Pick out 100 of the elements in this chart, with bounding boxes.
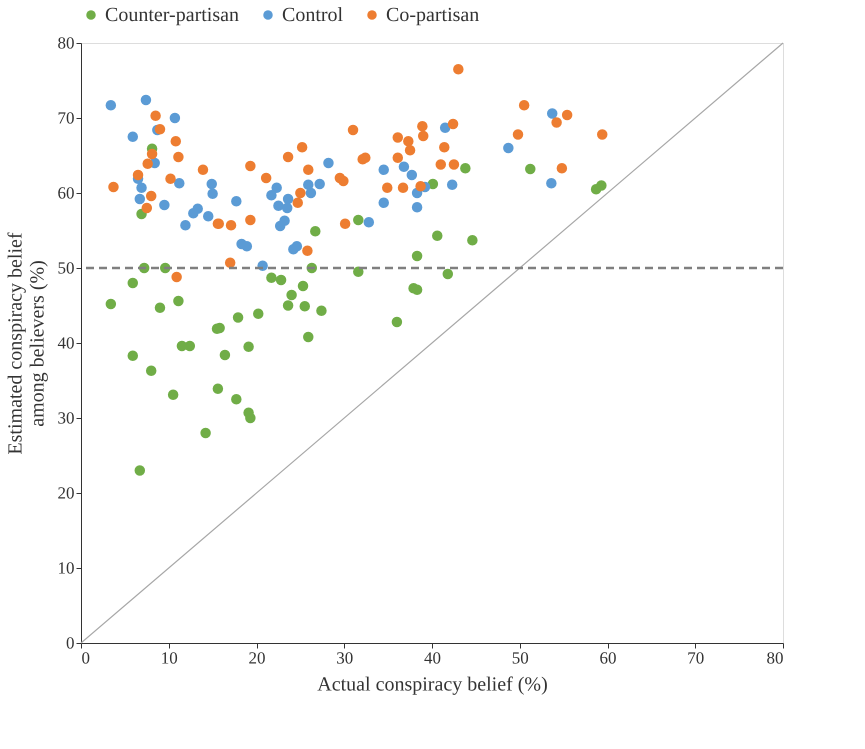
point <box>439 142 450 152</box>
point <box>551 117 562 128</box>
point <box>226 220 236 230</box>
x-tick-label: 30 <box>336 648 354 668</box>
point <box>128 132 138 142</box>
point <box>282 194 294 204</box>
point <box>348 124 358 136</box>
point <box>310 226 321 236</box>
point <box>212 384 224 394</box>
point <box>392 132 404 143</box>
point <box>266 272 277 283</box>
point <box>512 129 524 140</box>
point <box>398 162 410 172</box>
point <box>292 241 302 252</box>
point <box>174 178 185 188</box>
y-tick-label: 50 <box>58 258 74 278</box>
point <box>295 188 306 198</box>
point <box>134 194 146 204</box>
y-tick-label: 20 <box>58 484 74 502</box>
x-tick-label: 10 <box>160 648 178 668</box>
point <box>412 202 422 212</box>
point <box>392 316 402 328</box>
y-tick-label: 10 <box>58 558 74 578</box>
x-tick-label: 70 <box>687 648 704 668</box>
point <box>260 172 272 184</box>
point <box>266 190 277 200</box>
point <box>132 170 144 180</box>
point <box>546 178 557 188</box>
point <box>134 465 146 476</box>
point <box>271 182 282 193</box>
point <box>364 217 374 228</box>
point <box>360 152 371 163</box>
point <box>300 301 310 312</box>
point <box>128 350 138 361</box>
point <box>398 182 408 193</box>
point <box>546 108 558 119</box>
y-tick-label: 30 <box>58 408 74 428</box>
point <box>448 118 458 130</box>
point <box>200 428 211 438</box>
point <box>340 218 350 229</box>
point <box>382 182 392 193</box>
point <box>406 170 418 180</box>
point <box>412 250 422 262</box>
point <box>159 200 170 210</box>
point <box>417 121 428 132</box>
point <box>436 159 446 170</box>
point <box>106 100 116 110</box>
x-tick-label: 50 <box>512 648 529 668</box>
point <box>460 163 471 174</box>
point <box>296 142 308 152</box>
point <box>136 182 147 193</box>
point <box>106 298 116 310</box>
point <box>378 164 389 175</box>
point <box>503 142 514 154</box>
point <box>171 272 182 282</box>
point <box>192 204 203 214</box>
x-tick-label: 40 <box>424 648 441 668</box>
y-tick-label: 40 <box>58 334 74 352</box>
point <box>184 340 196 352</box>
point <box>415 181 426 192</box>
point <box>146 148 158 160</box>
point <box>154 124 166 134</box>
point <box>286 290 297 300</box>
point <box>556 163 568 174</box>
point <box>220 350 230 360</box>
point <box>338 176 349 186</box>
x-tick-label: 0 <box>82 648 90 668</box>
point <box>231 394 242 404</box>
x-tick-label: 20 <box>248 648 266 668</box>
point <box>562 110 572 120</box>
point <box>518 100 530 110</box>
legend-label: Co-partisan <box>386 4 480 26</box>
point <box>276 274 286 286</box>
point <box>232 312 244 323</box>
point <box>224 258 236 268</box>
point <box>202 211 214 222</box>
point <box>146 366 156 376</box>
point <box>140 94 152 106</box>
y-tick-label: 80 <box>58 34 74 52</box>
point <box>245 214 256 226</box>
point <box>442 268 454 280</box>
x-tick-label: 80 <box>766 648 784 668</box>
point <box>292 198 303 208</box>
point <box>273 200 284 211</box>
point <box>525 164 536 174</box>
point <box>303 332 314 342</box>
point <box>302 246 313 256</box>
point <box>142 202 152 214</box>
point <box>207 188 218 199</box>
point <box>282 152 294 162</box>
point <box>596 129 608 140</box>
point <box>150 110 161 121</box>
point <box>245 412 256 424</box>
point <box>378 198 389 208</box>
point <box>128 278 138 288</box>
point <box>173 296 184 306</box>
point <box>170 112 180 124</box>
point <box>323 158 334 168</box>
legend-label: Control <box>282 4 344 26</box>
x-tick-label: 60 <box>600 648 616 668</box>
